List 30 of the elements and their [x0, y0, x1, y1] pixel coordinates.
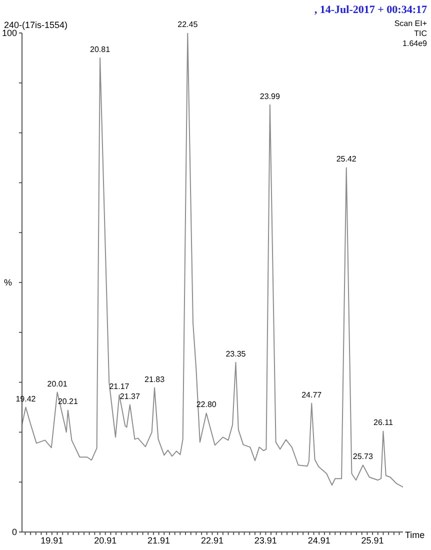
x-tick-label: 25.91 — [361, 535, 384, 546]
text: TIC — [414, 29, 427, 39]
x-tick-label: 21.91 — [148, 535, 170, 546]
annotation: 23.99 — [260, 92, 280, 101]
annotation: 20.81 — [90, 44, 111, 54]
y-axis-title: % — [4, 278, 12, 288]
annotation: 23.35 — [226, 349, 246, 358]
y-tick-label: 100 — [2, 28, 17, 38]
annotation: 25.73 — [352, 452, 374, 462]
annotation: 21.37 — [120, 392, 140, 401]
y-tick-label: 0 — [12, 527, 17, 538]
x-tick-label: 23.91 — [254, 535, 277, 546]
annotation: 21.83 — [144, 374, 166, 384]
annotation: 25.42 — [336, 154, 357, 164]
x-axis-title: Time — [405, 530, 425, 540]
x-tick-label: 20.91 — [94, 535, 117, 546]
annotation: 21.17 — [109, 382, 130, 391]
annotation: 1.64e9 — [402, 39, 427, 49]
annotation: 22.80 — [196, 400, 217, 410]
annotation: 26.11 — [374, 418, 394, 428]
x-tick-label: 24.91 — [308, 535, 330, 546]
chart-subtitle: , 14-Jul-2017 + 00:34:17 — [314, 4, 427, 16]
annotation: 20.21 — [58, 397, 79, 406]
chart-title: 240-(17is-1554) — [4, 20, 68, 30]
x-tick-label: 22.91 — [200, 535, 224, 546]
annotation: 20.01 — [47, 379, 68, 388]
annotation: 22.45 — [178, 20, 198, 29]
annotation: 24.77 — [302, 390, 322, 400]
x-tick-label: 19.91 — [40, 535, 64, 546]
text: Scan EI+ — [394, 19, 427, 29]
